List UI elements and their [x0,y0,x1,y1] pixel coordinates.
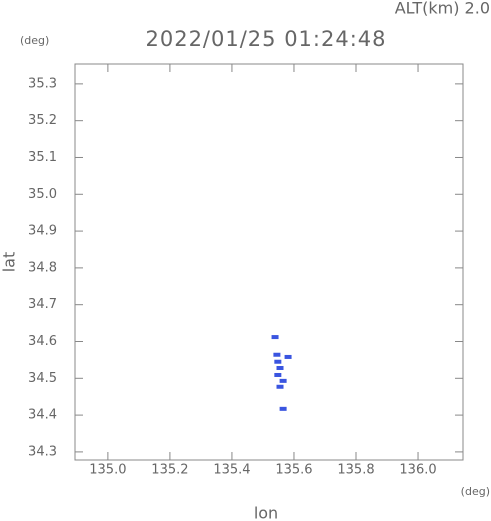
y-tick-label: 35.1 [28,150,57,165]
x-tick-label: 135.4 [213,463,250,478]
point [276,384,284,389]
x-tick-label: 136.0 [399,463,436,478]
x-tick-label: 135.8 [337,463,374,478]
y-tick-label: 34.8 [28,260,57,275]
chart-title: 2022/01/25 01:24:48 [145,27,386,51]
y-tick-label: 34.3 [28,444,57,459]
point [279,406,287,411]
x-tick-label: 135.6 [275,463,312,478]
y-tick-label: 35.2 [28,113,57,128]
y-tick-label: 35.3 [28,76,57,91]
x-tick-label: 135.2 [151,463,188,478]
point [273,352,281,357]
x-tick-label: 135.0 [89,463,126,478]
x-unit: (deg) [461,485,490,498]
y-tick-label: 34.6 [28,334,57,349]
point [271,335,279,340]
y-tick-label: 34.9 [28,224,57,239]
point [276,365,284,370]
y-axis-label: lat [0,252,19,273]
x-axis-label: lon [254,504,278,521]
plot-frame [74,63,464,461]
point [279,378,287,383]
point [274,359,282,364]
y-tick-label: 34.7 [28,297,57,312]
y-tick-label: 35.0 [28,187,57,202]
point [284,354,292,359]
y-tick-label: 34.5 [28,371,57,386]
y-unit: (deg) [20,34,49,47]
annotation: ALT(km) 2.0 [395,0,490,18]
y-tick-label: 34.4 [28,408,57,423]
point [274,372,282,377]
